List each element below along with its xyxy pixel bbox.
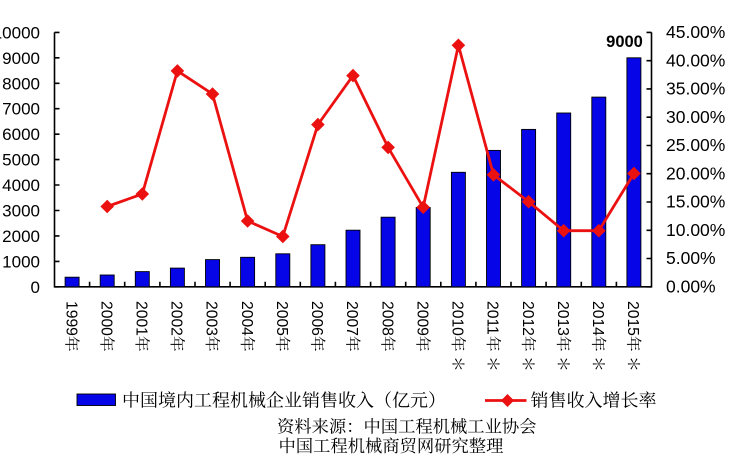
svg-text:35.00%: 35.00%	[666, 79, 725, 99]
svg-text:20.00%: 20.00%	[666, 163, 725, 183]
svg-text:4000: 4000	[2, 176, 40, 195]
svg-text:2009: 2009	[413, 301, 430, 336]
svg-text:2012: 2012	[519, 301, 536, 336]
svg-text:5000: 5000	[2, 151, 40, 170]
svg-text:45.00%: 45.00%	[666, 22, 725, 42]
svg-text:15.00%: 15.00%	[666, 192, 725, 212]
svg-text:9000: 9000	[2, 49, 40, 68]
svg-text:2000: 2000	[97, 301, 114, 336]
svg-text:2005: 2005	[273, 301, 290, 336]
svg-text:30.00%: 30.00%	[666, 107, 725, 127]
svg-text:2002: 2002	[168, 301, 185, 336]
svg-text:3000: 3000	[2, 202, 40, 221]
svg-text:2001: 2001	[133, 301, 150, 336]
svg-text:9000: 9000	[606, 33, 643, 51]
svg-text:0.00%: 0.00%	[666, 276, 716, 296]
svg-text:5.00%: 5.00%	[666, 248, 716, 268]
svg-text:1000: 1000	[2, 252, 40, 271]
svg-text:2011: 2011	[484, 301, 501, 335]
svg-text:25.00%: 25.00%	[666, 135, 725, 155]
svg-text:2013: 2013	[554, 301, 571, 336]
svg-text:40.00%: 40.00%	[666, 50, 725, 70]
svg-text:2004: 2004	[238, 301, 255, 336]
svg-text:2000: 2000	[2, 227, 40, 246]
svg-text:10000: 10000	[0, 23, 40, 42]
svg-text:2014: 2014	[589, 301, 606, 336]
svg-text:2015: 2015	[624, 301, 641, 336]
svg-text:0: 0	[31, 278, 40, 297]
svg-text:1999: 1999	[62, 301, 79, 336]
svg-text:7000: 7000	[2, 100, 40, 119]
svg-text:6000: 6000	[2, 125, 40, 144]
svg-text:2010: 2010	[449, 301, 466, 336]
svg-text:2003: 2003	[203, 301, 220, 336]
svg-text:2008: 2008	[378, 301, 395, 336]
svg-text:2006: 2006	[308, 301, 325, 336]
svg-text:10.00%: 10.00%	[666, 220, 725, 240]
svg-text:8000: 8000	[2, 74, 40, 93]
svg-text:2007: 2007	[343, 301, 360, 336]
